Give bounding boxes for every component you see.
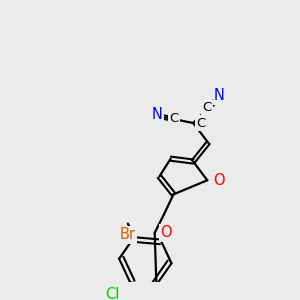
Text: Br: Br [120, 227, 136, 242]
Text: O: O [160, 225, 172, 240]
Text: O: O [213, 173, 224, 188]
Text: C: C [169, 112, 178, 124]
Text: C: C [202, 101, 212, 114]
Text: Cl: Cl [105, 287, 120, 300]
Text: N: N [214, 88, 225, 104]
Text: C: C [196, 116, 205, 130]
Text: N: N [152, 106, 163, 122]
